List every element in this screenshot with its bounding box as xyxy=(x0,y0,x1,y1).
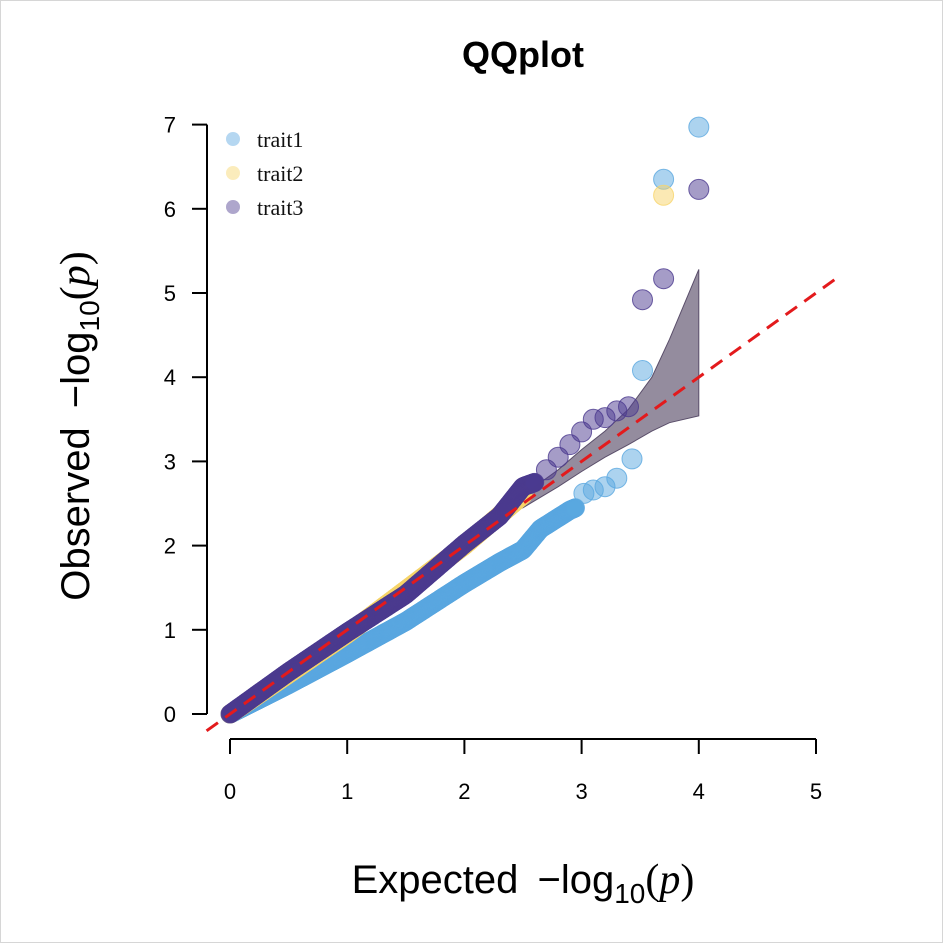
x-axis-title-prefix: Expected xyxy=(352,858,530,902)
y-tick-label: 2 xyxy=(164,534,176,559)
point-trait3 xyxy=(632,289,653,311)
point-trait1 xyxy=(632,360,653,381)
y-axis-title: Observed −log10(p) xyxy=(53,251,105,600)
point-trait1 xyxy=(606,467,628,489)
x-axis-title-close-paren: ) xyxy=(680,857,694,903)
y-tick-label: 0 xyxy=(164,702,176,727)
x-axis-title-log: log xyxy=(561,858,614,902)
x-axis-title-open-paren: ( xyxy=(645,857,659,903)
point-trait3 xyxy=(525,472,545,492)
point-trait1 xyxy=(688,116,710,138)
y-tick-label: 7 xyxy=(164,113,176,138)
reference-line-layer xyxy=(205,274,841,733)
reference-line xyxy=(205,274,841,733)
point-trait2 xyxy=(653,184,675,206)
x-tick-label: 0 xyxy=(224,779,236,804)
legend-marker-trait1 xyxy=(226,132,240,146)
x-axis-title-p: p xyxy=(656,857,680,903)
point-trait1 xyxy=(621,448,643,470)
legend-marker-trait3 xyxy=(226,200,240,214)
legend-label-trait3: trait3 xyxy=(257,195,303,220)
legend-label-trait1: trait1 xyxy=(257,127,303,152)
y-tick-label: 6 xyxy=(164,197,176,222)
x-tick-label: 1 xyxy=(341,779,353,804)
chart-title: QQplot xyxy=(462,34,584,75)
y-axis-title-log: log xyxy=(54,331,98,384)
y-axis-title-sub: 10 xyxy=(74,300,105,331)
x-axis-title: Expected −log10(p) xyxy=(352,857,695,909)
legend-label-trait2: trait2 xyxy=(257,161,303,186)
y-tick-label: 1 xyxy=(164,618,176,643)
y-axis-title-minus: − xyxy=(54,385,98,408)
legend: trait1 trait2 trait3 xyxy=(226,127,303,220)
point-trait3 xyxy=(653,268,675,290)
y-axis-title-open-paren: ( xyxy=(53,286,99,300)
y-axis-title-p: p xyxy=(53,265,99,289)
y-tick-label: 5 xyxy=(164,281,176,306)
x-tick-label: 5 xyxy=(810,779,822,804)
y-axis-title-prefix: Observed xyxy=(54,416,98,601)
y-tick-label: 3 xyxy=(164,449,176,474)
y-tick-label: 4 xyxy=(164,365,176,390)
legend-marker-trait2 xyxy=(226,166,240,180)
x-axis-title-minus: − xyxy=(537,858,560,902)
axes-layer: 0 1 2 3 4 5 0 1 2 3 4 5 6 7 xyxy=(164,113,822,804)
x-tick-label: 2 xyxy=(458,779,470,804)
y-axis-title-close-paren: ) xyxy=(53,251,99,265)
x-tick-label: 3 xyxy=(575,779,587,804)
point-trait3 xyxy=(688,178,710,200)
x-axis-title-sub: 10 xyxy=(614,878,645,909)
x-tick-label: 4 xyxy=(693,779,705,804)
point-trait3 xyxy=(618,396,639,418)
